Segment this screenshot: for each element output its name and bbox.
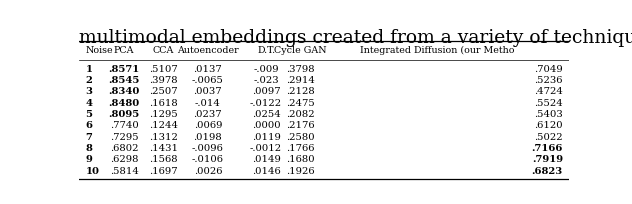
Text: .2082: .2082 (286, 110, 315, 119)
Text: .8095: .8095 (109, 110, 140, 119)
Text: -.023: -.023 (253, 76, 279, 85)
Text: 2: 2 (85, 76, 92, 85)
Text: PCA: PCA (114, 46, 135, 55)
Text: .6120: .6120 (534, 121, 563, 130)
Text: .1926: .1926 (286, 166, 315, 175)
Text: .3798: .3798 (286, 65, 315, 74)
Text: .7740: .7740 (110, 121, 138, 130)
Text: .1618: .1618 (149, 99, 178, 108)
Text: .1680: .1680 (286, 155, 315, 164)
Text: .8340: .8340 (108, 87, 140, 96)
Text: .0254: .0254 (252, 110, 281, 119)
Text: .0198: .0198 (193, 133, 222, 142)
Text: Integrated Diffusion (our Metho: Integrated Diffusion (our Metho (360, 46, 514, 55)
Text: .2580: .2580 (286, 133, 315, 142)
Text: .0237: .0237 (193, 110, 222, 119)
Text: .5107: .5107 (149, 65, 178, 74)
Text: .3978: .3978 (149, 76, 178, 85)
Text: Noise: Noise (85, 46, 113, 55)
Text: 10: 10 (85, 166, 99, 175)
Text: .2128: .2128 (286, 87, 315, 96)
Text: .7295: .7295 (110, 133, 138, 142)
Text: 8: 8 (85, 144, 92, 153)
Text: .6823: .6823 (532, 166, 563, 175)
Text: 7: 7 (85, 133, 92, 142)
Text: .0146: .0146 (252, 166, 281, 175)
Text: CCA: CCA (152, 46, 174, 55)
Text: -.0122: -.0122 (250, 99, 282, 108)
Text: .4724: .4724 (534, 87, 563, 96)
Text: .0000: .0000 (252, 121, 281, 130)
Text: -.0065: -.0065 (192, 76, 224, 85)
Text: .0119: .0119 (252, 133, 281, 142)
Text: -.009: -.009 (253, 65, 279, 74)
Text: multimodal embeddings created from a variety of techniques.: multimodal embeddings created from a var… (79, 29, 632, 47)
Text: .7049: .7049 (534, 65, 563, 74)
Text: Cycle GAN: Cycle GAN (274, 46, 327, 55)
Text: .8545: .8545 (108, 76, 140, 85)
Text: .0037: .0037 (193, 87, 222, 96)
Text: .6802: .6802 (110, 144, 138, 153)
Text: .0069: .0069 (193, 121, 222, 130)
Text: .1568: .1568 (149, 155, 178, 164)
Text: 6: 6 (85, 121, 92, 130)
Text: .1312: .1312 (149, 133, 178, 142)
Text: .5236: .5236 (535, 76, 563, 85)
Text: 1: 1 (85, 65, 92, 74)
Text: .7166: .7166 (532, 144, 563, 153)
Text: .2176: .2176 (286, 121, 315, 130)
Text: -.0096: -.0096 (192, 144, 224, 153)
Text: .8480: .8480 (109, 99, 140, 108)
Text: .8571: .8571 (109, 65, 140, 74)
Text: .1431: .1431 (149, 144, 178, 153)
Text: .1766: .1766 (286, 144, 315, 153)
Text: .5814: .5814 (109, 166, 138, 175)
Text: .6298: .6298 (110, 155, 138, 164)
Text: .5524: .5524 (534, 99, 563, 108)
Text: .5403: .5403 (534, 110, 563, 119)
Text: 4: 4 (85, 99, 92, 108)
Text: .0149: .0149 (252, 155, 281, 164)
Text: 9: 9 (85, 155, 92, 164)
Text: .1295: .1295 (149, 110, 178, 119)
Text: .5022: .5022 (534, 133, 563, 142)
Text: .0137: .0137 (193, 65, 222, 74)
Text: 5: 5 (85, 110, 92, 119)
Text: -.014: -.014 (195, 99, 221, 108)
Text: .2914: .2914 (286, 76, 315, 85)
Text: .1244: .1244 (149, 121, 178, 130)
Text: .0097: .0097 (252, 87, 281, 96)
Text: -.0012: -.0012 (250, 144, 282, 153)
Text: .2475: .2475 (286, 99, 315, 108)
Text: .1697: .1697 (149, 166, 178, 175)
Text: .2507: .2507 (149, 87, 178, 96)
Text: 3: 3 (85, 87, 92, 96)
Text: .0026: .0026 (193, 166, 222, 175)
Text: .7919: .7919 (532, 155, 563, 164)
Text: D.T.: D.T. (257, 46, 275, 55)
Text: -.0106: -.0106 (192, 155, 224, 164)
Text: Autoencoder: Autoencoder (177, 46, 239, 55)
